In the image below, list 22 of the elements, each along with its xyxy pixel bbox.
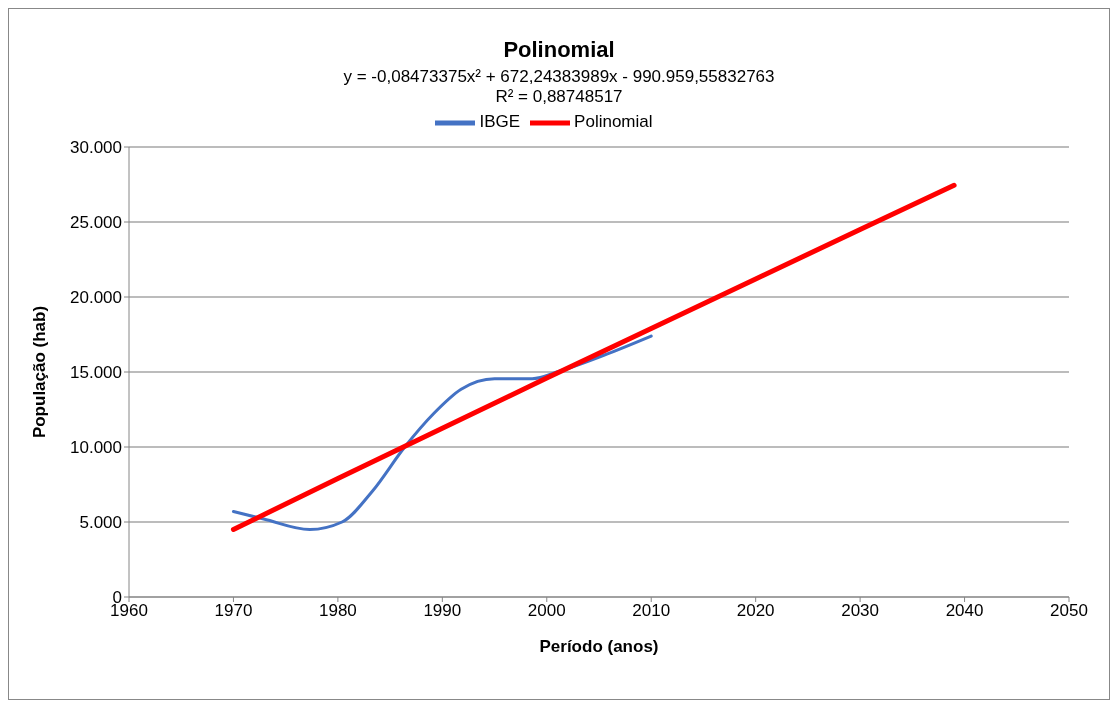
x-tick-label: 2040 [945, 601, 984, 621]
y-tick-label: 25.000 [70, 213, 122, 233]
x-tick-label: 1970 [214, 601, 253, 621]
x-tick-label: 2030 [841, 601, 880, 621]
y-tick-label: 5.000 [79, 513, 122, 533]
x-tick-label: 1980 [318, 601, 357, 621]
x-tick-label: 2000 [527, 601, 566, 621]
y-tick-label: 20.000 [70, 288, 122, 308]
x-tick-label: 1990 [423, 601, 462, 621]
legend-label: IBGE [479, 112, 521, 132]
x-tick-label: 2020 [736, 601, 775, 621]
x-axis-title: Período (anos) [539, 637, 659, 656]
y-tick-label: 15.000 [70, 363, 122, 383]
x-tick-label: 2010 [632, 601, 671, 621]
y-tick-label: 10.000 [70, 438, 122, 458]
chart-subtitle: y = -0,08473375x² + 672,24383989x - 990.959,55832763 [342, 67, 776, 87]
y-tick-label: 30.000 [70, 138, 122, 158]
chart-title: Polinomial [502, 37, 616, 63]
y-axis-title: População (hab) [30, 305, 50, 439]
text: R² = 0,88748517 [494, 87, 624, 107]
x-tick-label: 2050 [1050, 601, 1088, 621]
legend-label: Polinomial [574, 112, 653, 132]
